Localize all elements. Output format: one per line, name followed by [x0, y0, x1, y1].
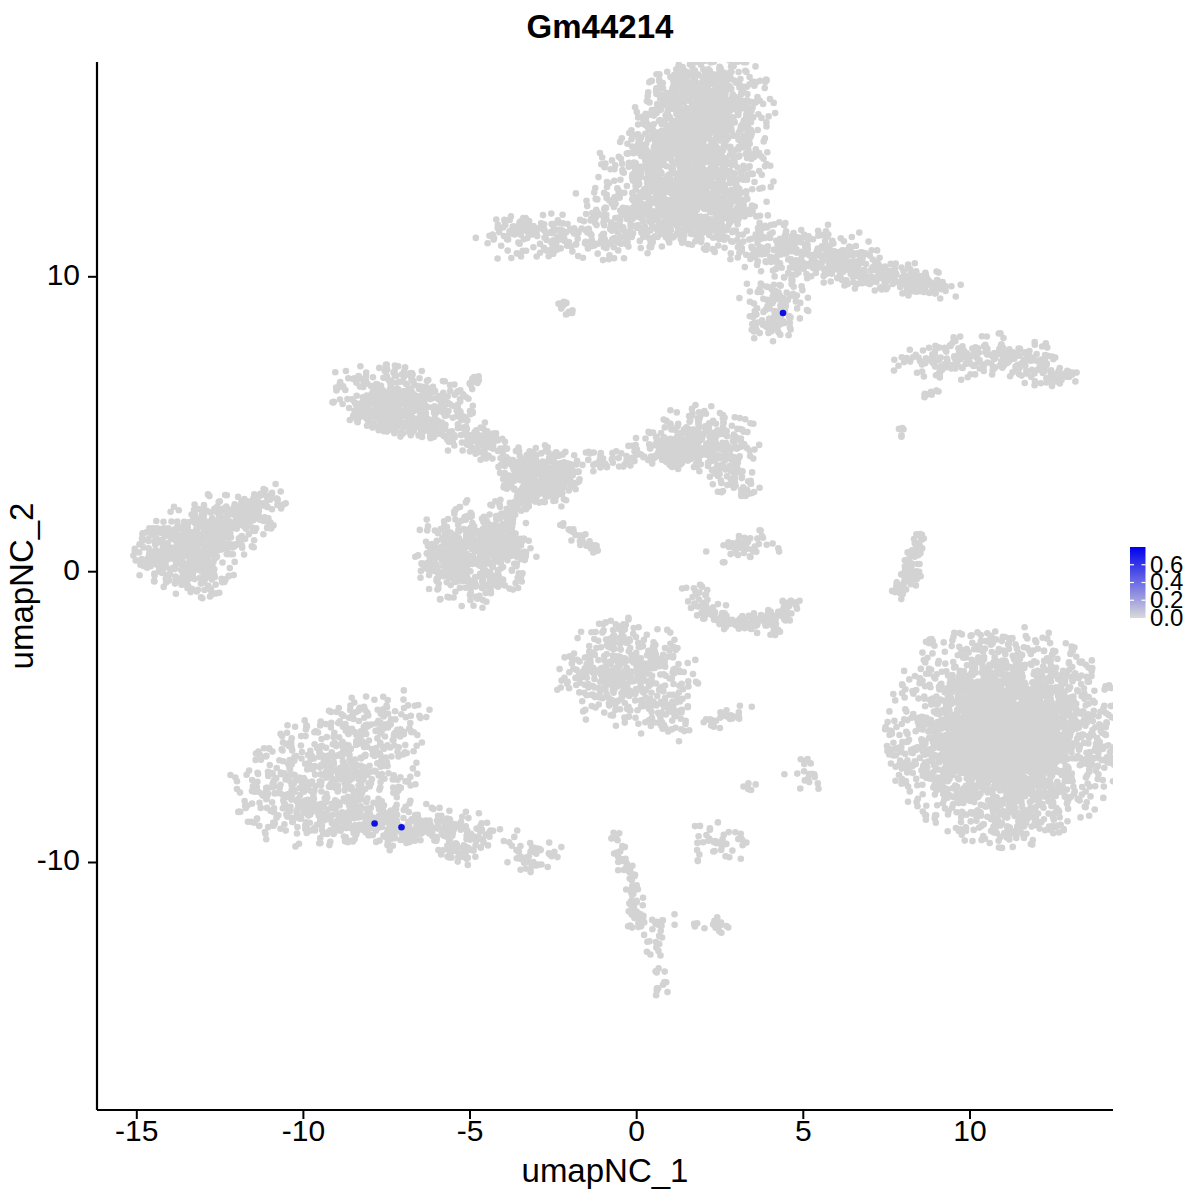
svg-text:10: 10 [47, 258, 80, 291]
svg-text:0.0: 0.0 [1150, 604, 1183, 631]
svg-text:-5: -5 [457, 1114, 484, 1147]
svg-text:-15: -15 [115, 1114, 158, 1147]
svg-text:0: 0 [628, 1114, 645, 1147]
svg-text:-10: -10 [282, 1114, 325, 1147]
svg-text:-10: -10 [37, 843, 80, 876]
svg-text:umapNC_1: umapNC_1 [522, 1152, 689, 1189]
svg-text:5: 5 [795, 1114, 812, 1147]
svg-text:umapNC_2: umapNC_2 [3, 503, 40, 670]
svg-text:10: 10 [953, 1114, 986, 1147]
svg-text:0: 0 [63, 553, 80, 586]
